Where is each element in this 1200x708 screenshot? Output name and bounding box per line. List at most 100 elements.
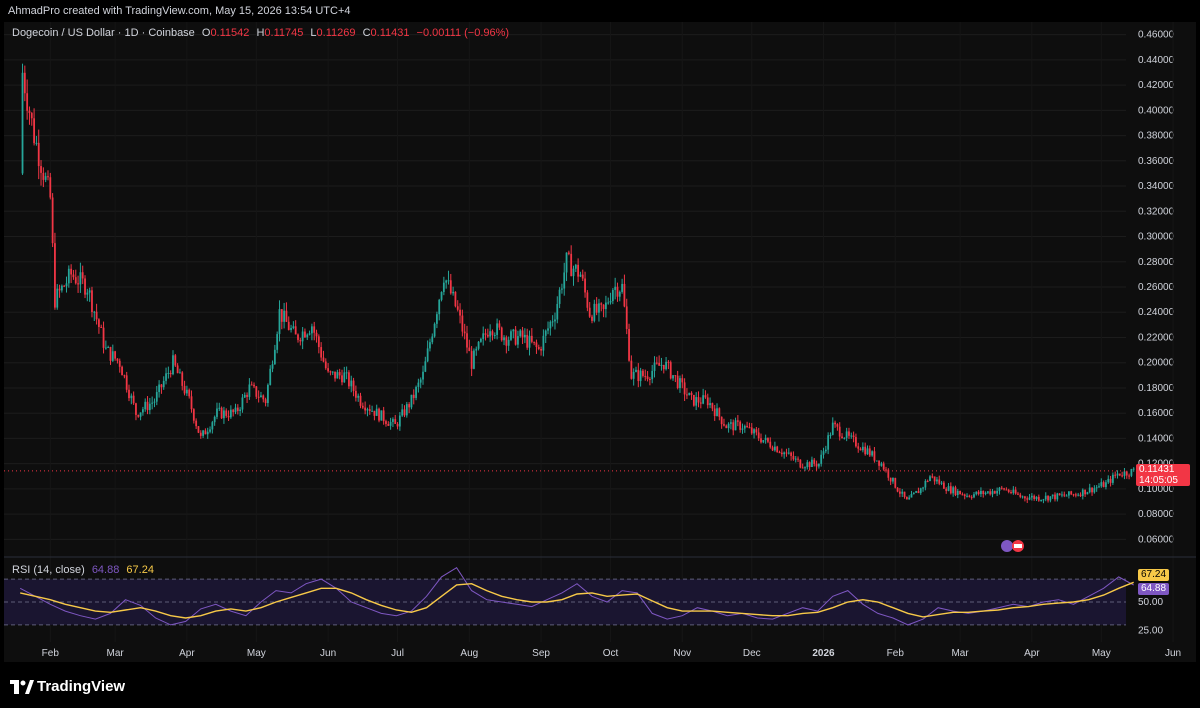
candle-body <box>968 495 971 497</box>
candle-body <box>109 346 112 361</box>
candle-body <box>757 432 760 439</box>
candle-body <box>77 283 79 285</box>
candle-body <box>84 278 86 295</box>
candle-body <box>1005 489 1008 491</box>
candle-body <box>570 253 573 277</box>
time-tick-label: Feb <box>887 648 905 659</box>
candle-body <box>273 349 276 365</box>
candle-body <box>1132 468 1135 470</box>
candle-body <box>716 408 718 417</box>
time-tick-label: Apr <box>1024 648 1040 659</box>
candle-body <box>778 452 781 454</box>
candle-body <box>910 494 913 498</box>
candle-body <box>1070 491 1073 495</box>
candle-body <box>470 351 473 369</box>
candle-body <box>42 172 45 180</box>
events-icon[interactable] <box>999 538 1029 554</box>
candle-body <box>192 409 195 421</box>
candle-body <box>301 331 304 342</box>
candle-body <box>519 330 522 337</box>
candle-body <box>491 331 494 336</box>
candle-body <box>146 401 149 411</box>
candle-body <box>831 422 834 435</box>
candle-body <box>665 361 667 370</box>
candle-body <box>827 435 830 450</box>
candle-body <box>54 243 56 308</box>
price-tick-label: 0.46000 <box>1138 30 1175 41</box>
candle-body <box>188 389 191 397</box>
symbol-title[interactable]: Dogecoin / US Dollar · 1D · Coinbase <box>12 27 195 39</box>
rsi-tick-label: 50.00 <box>1138 597 1163 608</box>
candle-body <box>380 410 383 421</box>
candle-body <box>579 274 582 277</box>
candle-body <box>1061 494 1063 496</box>
candle-body <box>963 494 966 497</box>
candle-body <box>1021 496 1024 498</box>
candle-body <box>1035 496 1038 500</box>
candle-body <box>822 451 825 455</box>
candle-body <box>403 409 406 416</box>
candle-body <box>49 177 52 198</box>
candle-body <box>926 480 929 482</box>
candle-body <box>753 429 755 434</box>
candle-body <box>72 274 75 278</box>
candle-body <box>1007 489 1010 492</box>
candle-body <box>915 491 918 493</box>
candle-body <box>618 291 621 297</box>
candle-body <box>461 315 464 332</box>
candle-body <box>938 479 941 484</box>
event-marker-icon[interactable] <box>1001 540 1013 552</box>
candle-body <box>190 396 193 410</box>
candle-body <box>1093 488 1096 493</box>
candle-body <box>366 409 369 411</box>
candle-body <box>1054 494 1056 500</box>
candle-body <box>176 365 179 374</box>
candle-body <box>128 389 130 399</box>
candle-body <box>621 283 624 292</box>
candle-body <box>567 252 570 254</box>
chart-canvas[interactable]: 0.46000 0.44000 0.42000 0.40000 0.38000 0.360… <box>4 22 1196 662</box>
time-tick-label: Sep <box>532 648 550 659</box>
close-value: 0.11431 <box>370 27 410 39</box>
candle-body <box>797 458 799 460</box>
candle-body <box>931 476 934 478</box>
candle-body <box>431 336 434 343</box>
candle-body <box>341 375 343 383</box>
candle-body <box>132 395 135 404</box>
candle-body <box>1033 495 1036 500</box>
candle-body <box>227 415 230 418</box>
candle-body <box>690 392 693 395</box>
candle-body <box>746 425 749 428</box>
candle-body <box>447 280 450 282</box>
candle-body <box>528 335 531 348</box>
candle-body <box>924 480 927 488</box>
candle-body <box>1003 488 1005 490</box>
credit-bar: AhmadPro created with TradingView.com, M… <box>0 0 1200 22</box>
candle-body <box>889 477 892 482</box>
candle-body <box>28 110 31 114</box>
candle-body <box>1088 487 1091 493</box>
candle-body <box>834 422 836 425</box>
candle-body <box>642 370 644 376</box>
candle-body <box>479 338 482 342</box>
candle-body <box>102 327 105 348</box>
candle-body <box>1091 487 1093 493</box>
rsi-title[interactable]: RSI (14, close) <box>12 564 85 576</box>
candle-body <box>86 292 89 295</box>
candle-body <box>169 372 172 375</box>
candle-body <box>936 479 938 482</box>
candle-body <box>58 288 61 291</box>
candle-body <box>280 309 283 322</box>
candle-body <box>47 176 49 178</box>
candle-body <box>209 429 211 432</box>
candle-body <box>706 397 709 406</box>
tradingview-logo[interactable]: TradingView <box>10 678 125 695</box>
candle-body <box>313 326 316 333</box>
candle-body <box>139 412 142 417</box>
candle-body <box>1030 495 1033 498</box>
candle-body <box>23 72 26 94</box>
candle-body <box>804 467 806 469</box>
chart-panel[interactable]: 0.46000 0.44000 0.42000 0.40000 0.38000 0.360… <box>4 22 1196 662</box>
candle-body <box>864 446 867 455</box>
last-price-badge: 0.11431 14:05:05 <box>1136 464 1190 486</box>
